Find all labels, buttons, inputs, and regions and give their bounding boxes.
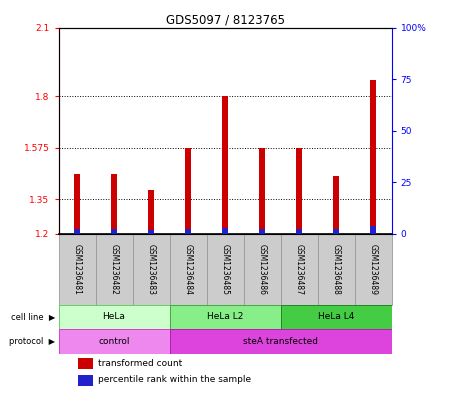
Text: control: control <box>98 337 130 346</box>
Bar <box>280 305 392 329</box>
Bar <box>280 234 318 305</box>
Bar <box>222 96 228 234</box>
Bar <box>369 226 376 234</box>
Text: HeLa L2: HeLa L2 <box>207 312 243 321</box>
Bar <box>207 234 243 305</box>
Bar <box>78 358 93 369</box>
Bar <box>78 375 93 386</box>
Text: HeLa L4: HeLa L4 <box>318 312 354 321</box>
Bar <box>170 234 207 305</box>
Text: GSM1236483: GSM1236483 <box>147 244 156 295</box>
Text: GSM1236485: GSM1236485 <box>220 244 230 295</box>
Bar <box>170 329 392 354</box>
Bar <box>170 305 280 329</box>
Text: steA transfected: steA transfected <box>243 337 318 346</box>
Bar <box>333 229 339 234</box>
Text: GSM1236488: GSM1236488 <box>332 244 341 295</box>
Bar <box>148 230 154 234</box>
Text: transformed count: transformed count <box>99 359 183 368</box>
Bar <box>318 234 355 305</box>
Text: GSM1236484: GSM1236484 <box>184 244 193 295</box>
Bar <box>58 305 170 329</box>
Bar <box>111 174 117 234</box>
Bar <box>74 229 81 234</box>
Bar <box>95 234 132 305</box>
Bar <box>243 234 280 305</box>
Bar <box>222 228 228 234</box>
Bar <box>369 80 376 234</box>
Text: GSM1236482: GSM1236482 <box>109 244 118 295</box>
Bar <box>184 229 191 234</box>
Bar <box>259 148 266 234</box>
Bar <box>184 148 191 234</box>
Bar <box>259 229 266 234</box>
Bar <box>58 234 95 305</box>
Text: cell line  ▶: cell line ▶ <box>11 312 55 321</box>
Text: protocol  ▶: protocol ▶ <box>9 337 55 346</box>
Text: GSM1236486: GSM1236486 <box>257 244 266 295</box>
Bar <box>333 176 339 234</box>
Bar <box>148 190 154 234</box>
Text: percentile rank within the sample: percentile rank within the sample <box>99 375 252 384</box>
Text: HeLa: HeLa <box>103 312 126 321</box>
Title: GDS5097 / 8123765: GDS5097 / 8123765 <box>166 13 284 26</box>
Text: GSM1236487: GSM1236487 <box>294 244 303 295</box>
Text: GSM1236489: GSM1236489 <box>369 244 378 295</box>
Text: GSM1236481: GSM1236481 <box>72 244 81 295</box>
Bar <box>132 234 170 305</box>
Bar <box>58 329 170 354</box>
Bar <box>355 234 392 305</box>
Bar <box>296 148 302 234</box>
Bar <box>296 229 302 234</box>
Bar <box>74 174 81 234</box>
Bar <box>111 229 117 234</box>
